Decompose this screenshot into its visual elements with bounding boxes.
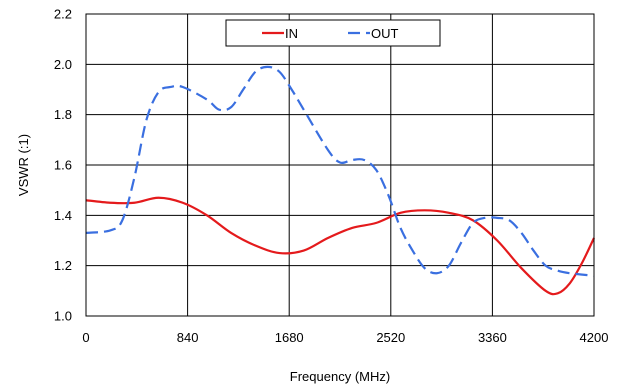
- y-tick-label: 1.0: [54, 309, 72, 324]
- series-line-in: [85, 196, 595, 296]
- series-line-out: [85, 65, 595, 277]
- tick-labels: 0 840 1680 2520 3360 4200 1.0 1.2 1.4 1.6 1.8 2.0 2.…: [54, 7, 609, 346]
- x-tick-label: 4200: [580, 330, 609, 345]
- y-tick-label: 1.4: [54, 208, 72, 223]
- grid: [85, 13, 595, 317]
- legend-label-in: IN: [285, 26, 298, 41]
- y-tick-label: 1.6: [54, 158, 72, 173]
- y-tick-label: 1.8: [54, 107, 72, 122]
- y-tick-label: 2.0: [54, 57, 72, 72]
- legend-box: [225, 19, 441, 47]
- legend-label-out: OUT: [371, 26, 399, 41]
- x-tick-label: 3360: [478, 330, 507, 345]
- x-tick-label: 840: [177, 330, 199, 345]
- x-axis-title: Frequency (MHz): [290, 369, 390, 384]
- plot-frame: [85, 13, 595, 317]
- x-tick-label: 2520: [376, 330, 405, 345]
- y-axis-title: VSWR (:1): [16, 134, 31, 196]
- y-tick-label: 1.2: [54, 258, 72, 273]
- legend: IN OUT: [225, 19, 441, 47]
- series-layer: [85, 65, 595, 296]
- x-tick-label: 1680: [275, 330, 304, 345]
- x-tick-label: 0: [82, 330, 89, 345]
- y-tick-label: 2.2: [54, 7, 72, 22]
